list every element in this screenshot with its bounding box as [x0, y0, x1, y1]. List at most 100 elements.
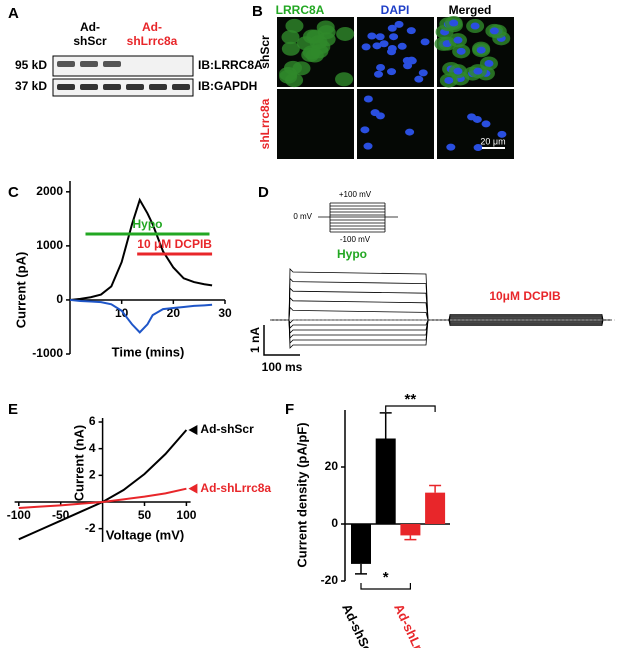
row-label: shScr: [258, 35, 272, 69]
category-label: Ad-shLrrc8a: [391, 601, 437, 648]
category-label: Ad-shScr: [339, 601, 377, 648]
y-axis-label: Current (pA): [13, 252, 28, 329]
trace: [270, 296, 440, 321]
lane-label: shLrrc8a: [127, 34, 178, 48]
nucleus: [387, 44, 397, 52]
nucleus: [406, 27, 416, 35]
nucleus: [407, 56, 417, 64]
y-tick-label: -1000: [32, 346, 63, 360]
nucleus: [387, 24, 397, 32]
antibody-label: IB:GAPDH: [198, 79, 257, 93]
legend-label: Ad-shLrrc8a: [200, 481, 271, 495]
micrograph: [277, 89, 354, 159]
legend-marker: [188, 425, 198, 435]
nucleus: [372, 42, 382, 50]
significance-bracket: [385, 405, 436, 412]
x-tick-label: -100: [7, 508, 31, 522]
cell: [301, 47, 320, 62]
cell: [281, 30, 300, 45]
trace: [270, 277, 440, 321]
trace: [270, 319, 440, 329]
x-tick-label: 20: [167, 306, 181, 320]
panel-label: A: [8, 5, 19, 22]
nucleus: [360, 126, 370, 134]
trace: [440, 319, 612, 324]
trace: [270, 319, 440, 334]
voltage-protocol: [318, 202, 398, 233]
nucleus: [418, 69, 428, 77]
y-axis-label: Current (nA): [71, 425, 86, 502]
y-tick-label: -20: [321, 573, 339, 587]
nucleus: [473, 144, 483, 152]
y-tick-label: 2: [89, 468, 96, 482]
cell: [335, 72, 354, 87]
nucleus: [397, 42, 407, 50]
error-bar: [404, 535, 417, 541]
scale-label: 100 ms: [262, 360, 303, 374]
column-label: DAPI: [381, 3, 410, 17]
trace: [270, 319, 440, 324]
nucleus: [446, 143, 456, 151]
nucleus: [484, 59, 494, 67]
nucleus: [361, 43, 371, 51]
y-tick-label: 0: [331, 516, 338, 530]
protocol-label: +100 mV: [339, 190, 372, 199]
cell: [336, 26, 355, 41]
antibody-label: IB:LRRC8A: [198, 58, 263, 72]
nucleus: [497, 130, 507, 138]
condition-label: Hypo: [337, 247, 367, 261]
nucleus: [394, 20, 404, 28]
x-axis-label: Time (mins): [112, 344, 185, 359]
protocol-label: 0 mV: [293, 212, 312, 221]
nucleus: [363, 95, 373, 103]
nucleus: [420, 38, 430, 46]
nucleus: [456, 47, 466, 55]
nucleus: [481, 120, 491, 128]
panel-label: E: [8, 401, 18, 418]
nucleus: [453, 67, 463, 75]
x-tick-label: 30: [218, 306, 232, 320]
cell: [296, 36, 315, 51]
lane-label: Ad-: [142, 20, 162, 34]
nucleus: [489, 27, 499, 35]
y-tick-label: -2: [85, 521, 96, 535]
scale-label: 20 μm: [480, 136, 505, 146]
micrographs: [277, 16, 514, 159]
y-tick-label: 2000: [36, 184, 63, 198]
y-tick-label: 20: [325, 459, 339, 473]
protocol-label: -100 mV: [340, 235, 371, 244]
nucleus: [473, 67, 483, 75]
cell: [281, 41, 300, 56]
scale-bar: [263, 325, 300, 356]
panel-label: F: [285, 401, 294, 418]
condition-label: 10 μM DCPIB: [137, 237, 212, 251]
error-bar: [379, 412, 392, 439]
significance-label: *: [383, 569, 389, 586]
lane-label: shScr: [73, 34, 107, 48]
cell: [285, 18, 304, 33]
error-bar: [355, 563, 367, 575]
nucleus: [370, 109, 380, 117]
legend-marker: [188, 483, 198, 494]
current-traces: [270, 268, 612, 349]
nucleus: [470, 22, 480, 30]
nucleus: [363, 142, 373, 150]
y-axis-label: Current density (pA/pF): [294, 422, 309, 567]
nucleus: [444, 76, 454, 84]
lane-label: Ad-: [80, 20, 100, 34]
panel-label: D: [258, 184, 269, 201]
nucleus: [449, 19, 459, 27]
trace: [270, 319, 440, 339]
scale-label: 1 nA: [248, 327, 262, 353]
cell: [279, 69, 298, 84]
nucleus: [414, 75, 424, 83]
y-tick-label: 6: [89, 414, 96, 428]
series-line: [69, 197, 213, 301]
nucleus: [387, 68, 397, 76]
bar: [351, 524, 371, 564]
row-label: shLrrc8a: [258, 98, 272, 149]
condition-label: 10μM DCPIB: [489, 289, 561, 303]
blot: [52, 55, 194, 97]
nucleus: [367, 32, 377, 40]
